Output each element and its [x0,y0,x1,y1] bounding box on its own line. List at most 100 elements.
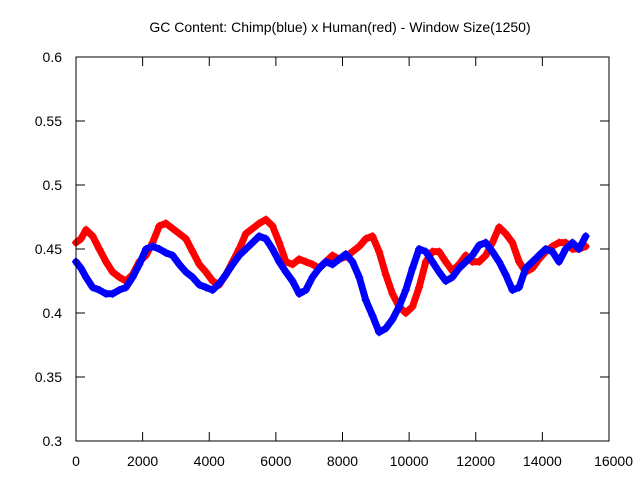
data-point [221,270,230,279]
data-point [248,224,257,233]
data-point [301,286,310,294]
data-point [148,242,157,251]
data-point [255,219,264,228]
data-point [175,229,184,238]
data-point [155,245,164,253]
data-point [375,247,384,256]
y-tick-label: 0.45 [35,241,62,257]
data-point [381,324,390,333]
data-point [168,251,177,260]
y-tick-label: 0.55 [35,113,62,129]
data-point [568,238,577,247]
data-point [428,257,437,266]
data-point [161,219,170,228]
data-point [301,257,310,266]
data-point [581,232,590,241]
data-point [408,264,417,273]
data-point [408,302,417,311]
data-point [541,245,550,253]
data-point [77,264,85,273]
data-point [395,302,404,311]
data-point [548,247,557,256]
data-point [308,273,317,282]
data-point [481,251,490,260]
x-tick-label: 12000 [456,453,495,469]
data-point [328,251,337,260]
data-point [368,311,377,320]
data-point [295,289,304,298]
data-point [361,234,370,243]
data-point [308,260,317,269]
data-point [461,257,470,266]
data-point [195,260,204,269]
data-point [208,286,217,294]
data-point [421,247,430,256]
data-point [355,273,364,282]
data-point [115,286,124,294]
data-point [115,273,124,282]
data-point [208,277,217,285]
data-point [555,257,563,266]
data-point [82,273,90,282]
data-point [348,257,357,266]
data-point [475,257,484,266]
data-point [168,224,177,233]
data-point [495,223,504,232]
data-point [288,260,297,269]
data-point [241,229,250,238]
data-point [381,270,390,279]
data-point [77,234,85,243]
data-point [135,260,144,269]
data-point [201,268,210,276]
data-point [95,286,104,294]
data-point [575,245,583,253]
data-point [508,238,517,247]
y-tick-label: 0.3 [43,433,63,449]
x-tick-label: 16000 [594,453,633,469]
data-point [108,289,117,298]
data-point [142,245,150,253]
data-point [448,273,457,282]
series-layer [72,215,590,337]
data-point [388,315,397,324]
data-point [388,289,397,298]
data-point [375,328,384,337]
plot-frame [75,56,610,442]
data-point [281,268,290,276]
data-point [441,277,450,285]
data-point [475,241,484,250]
y-tick-label: 0.5 [43,177,63,193]
data-point [155,222,164,230]
data-point [128,273,137,282]
data-point [535,251,543,260]
data-point [181,268,190,276]
data-point [435,268,444,276]
series-line [72,216,590,317]
data-point [501,229,510,238]
data-point [561,245,570,253]
x-tick-label: 0 [72,453,80,469]
data-point [435,247,444,256]
data-point [288,277,297,285]
data-point [455,264,464,273]
data-point [355,242,364,251]
data-point [275,257,284,266]
data-point [175,260,184,269]
data-point [368,232,377,241]
data-point [88,232,97,241]
data-point [501,270,510,279]
data-point [415,283,424,292]
data-point [215,279,224,288]
data-point [508,286,517,294]
data-point [102,257,110,266]
data-point [241,245,250,253]
data-point [341,250,350,259]
data-point [188,273,197,282]
y-axis: 0.3 0.35 0.4 0.45 0.5 0.55 0.6 [35,49,609,449]
data-point [82,225,90,234]
data-point [88,283,97,292]
data-point [248,238,257,247]
data-point [348,247,357,256]
data-point [108,268,117,276]
